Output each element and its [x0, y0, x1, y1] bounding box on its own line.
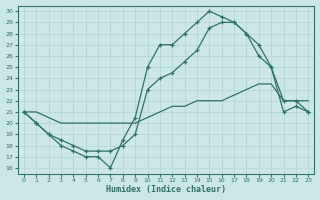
X-axis label: Humidex (Indice chaleur): Humidex (Indice chaleur) — [106, 185, 226, 194]
